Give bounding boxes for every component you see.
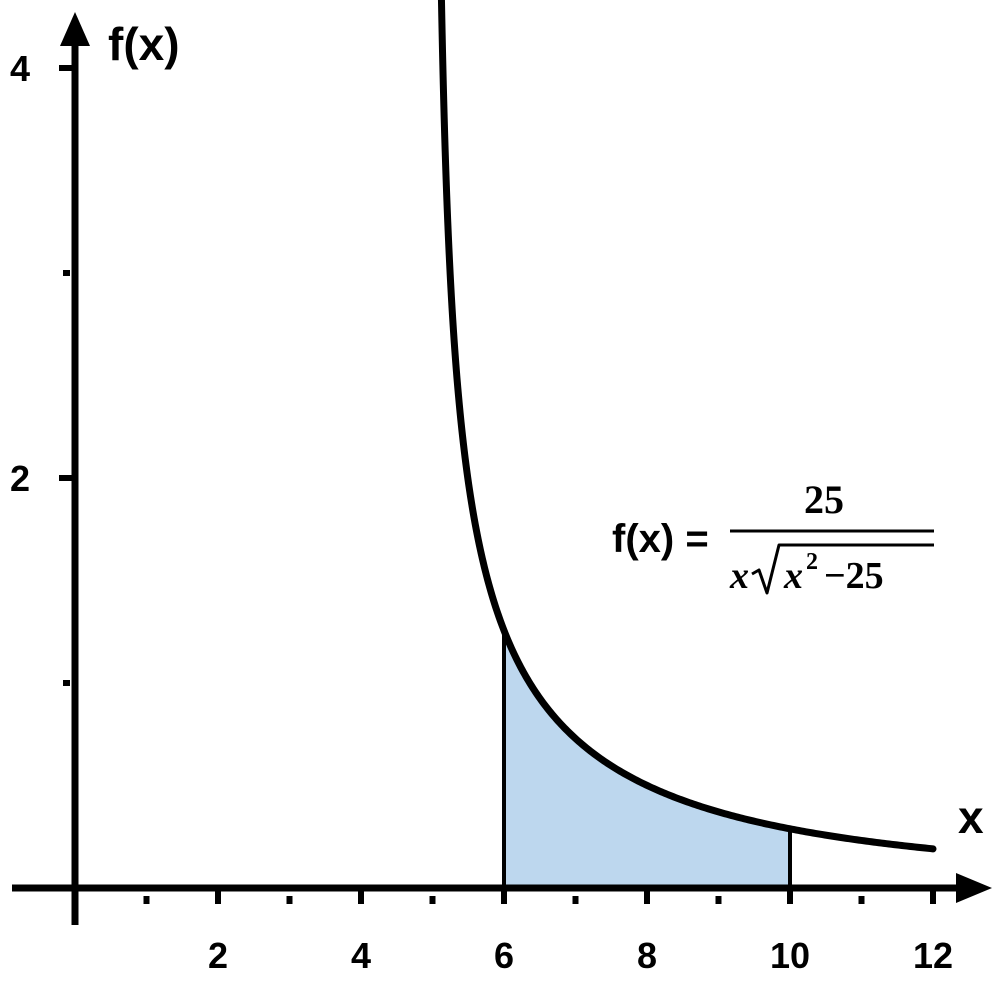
y-tick-label: 2: [10, 458, 30, 499]
shaded-area-layer: [502, 628, 792, 890]
shaded-region: [502, 628, 792, 890]
formula-radicand-x: x: [783, 555, 803, 597]
y-tick-label: 4: [10, 48, 30, 89]
axes-layer: [12, 12, 992, 925]
curve-layer: [437, 0, 937, 853]
x-tick-label: 2: [208, 935, 228, 976]
x-tick-label: 6: [494, 935, 514, 976]
y-axis-arrowhead: [60, 12, 90, 46]
formula-numerator: 25: [804, 477, 844, 522]
ticks-layer: [59, 65, 936, 904]
formula-denominator-x: x: [729, 555, 749, 597]
x-tick-label: 8: [637, 935, 657, 976]
formula-exponent: 2: [806, 549, 818, 575]
formula-lhs: f(x) =: [612, 517, 709, 561]
x-tick-label: 4: [351, 935, 371, 976]
function-formula: f(x) = 25 x x 2 −25: [612, 477, 934, 597]
y-axis-title: f(x): [108, 18, 180, 70]
x-tick-label: 12: [913, 935, 953, 976]
x-axis-title: x: [958, 791, 984, 843]
function-curve: [437, 0, 937, 853]
formula-radicand-tail: −25: [824, 555, 884, 597]
tick-labels-layer: 2 4 6 8 10 12 2 4: [10, 48, 953, 976]
x-axis-arrowhead: [956, 873, 992, 903]
x-tick-label: 10: [770, 935, 810, 976]
sqrt-symbol: [751, 543, 934, 595]
